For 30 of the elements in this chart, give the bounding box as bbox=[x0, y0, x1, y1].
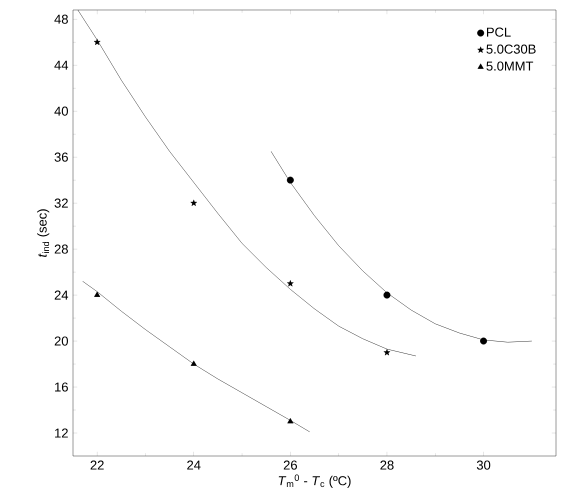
x-tick-label: 26 bbox=[284, 460, 297, 470]
y-tick-label: 24 bbox=[54, 290, 68, 300]
x-tick-label: 24 bbox=[187, 460, 201, 470]
y-tick-label: 48 bbox=[54, 14, 68, 24]
point bbox=[190, 200, 198, 206]
point bbox=[287, 418, 294, 424]
point bbox=[286, 176, 294, 184]
y-tick-label: 28 bbox=[54, 244, 68, 254]
y-tick-label: 36 bbox=[54, 152, 68, 162]
x-tick-label: 28 bbox=[380, 460, 394, 470]
point bbox=[287, 280, 294, 286]
point bbox=[383, 292, 390, 299]
y-tick-label: 20 bbox=[54, 336, 68, 346]
y-tick-label: 12 bbox=[55, 428, 68, 438]
legend-label: 5.0MMT bbox=[486, 61, 534, 71]
x-tick-label: 30 bbox=[476, 460, 490, 470]
y-tick-label: 32 bbox=[54, 198, 68, 208]
legend-label: 5.0C30B bbox=[486, 44, 536, 54]
x-axis-title: T$_{m}$$^{0}$ - T$_{c}$ (ºC) bbox=[278, 474, 351, 488]
point bbox=[94, 292, 100, 297]
point bbox=[190, 360, 197, 366]
y-tick-label: 40 bbox=[54, 106, 68, 116]
legend-label: PCL bbox=[486, 28, 511, 37]
y-axis-title: t$_{ind}$ (sec) bbox=[37, 209, 50, 257]
point bbox=[480, 338, 488, 345]
point bbox=[384, 349, 390, 356]
point bbox=[94, 38, 100, 46]
y-tick-label: 44 bbox=[54, 60, 68, 70]
y-tick-label: 16 bbox=[55, 382, 68, 392]
x-tick-label: 22 bbox=[90, 460, 104, 470]
